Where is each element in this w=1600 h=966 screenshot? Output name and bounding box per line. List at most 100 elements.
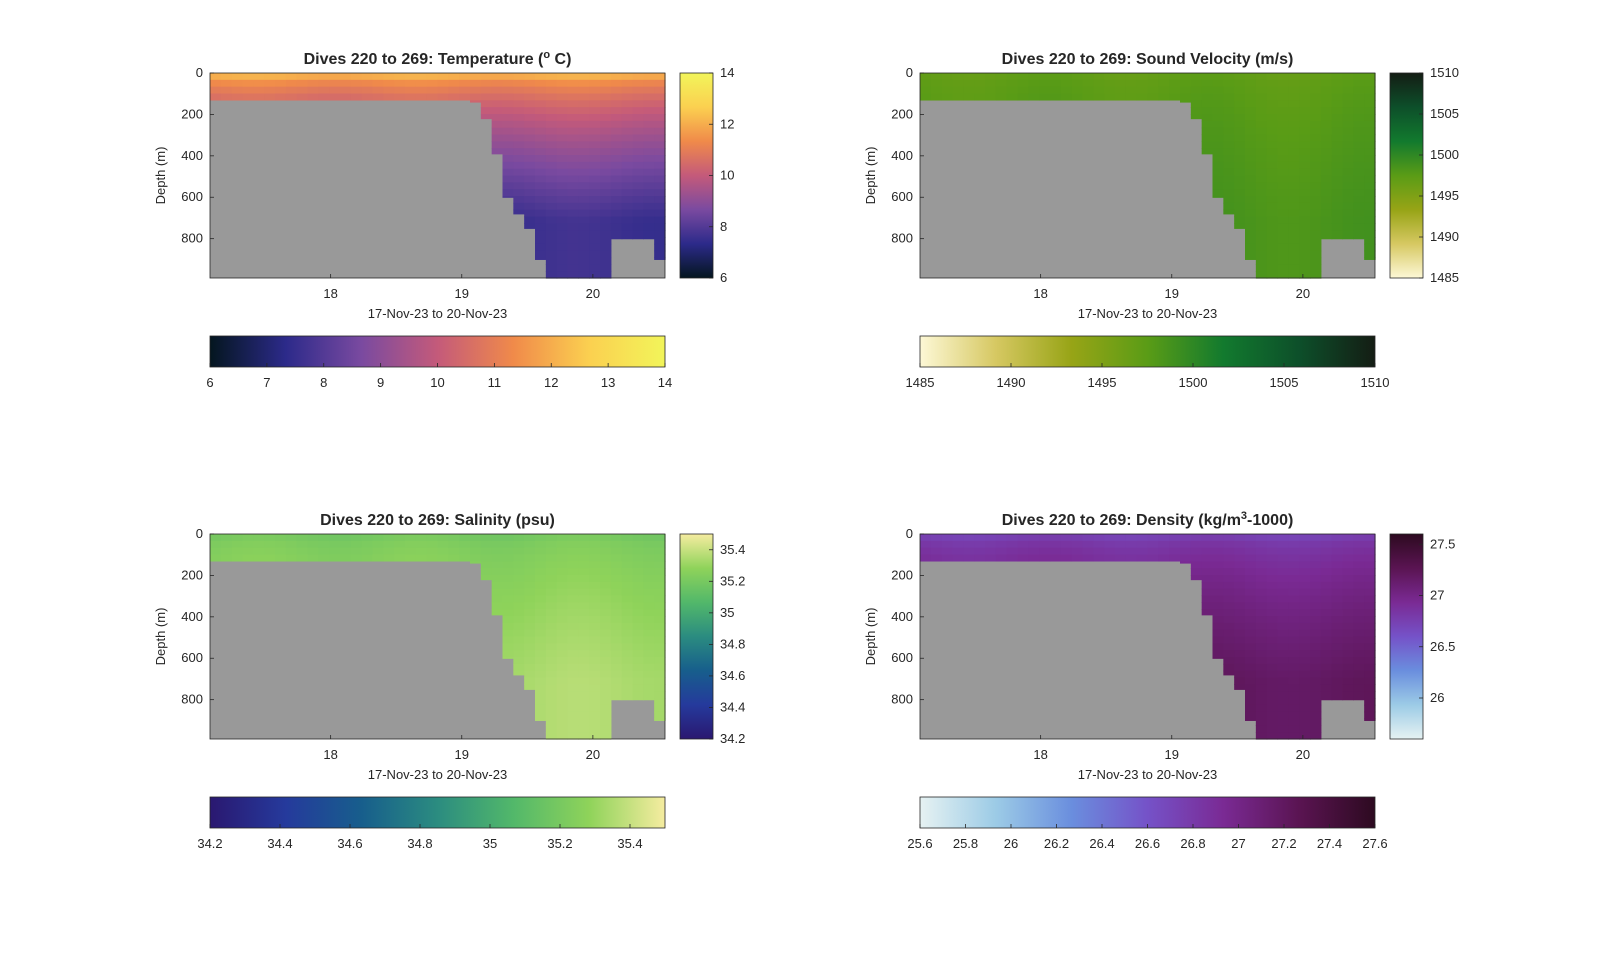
data-cell xyxy=(1245,216,1257,224)
data-cell xyxy=(589,575,601,583)
data-cell xyxy=(1071,554,1084,562)
data-cell xyxy=(275,86,287,95)
data-cell xyxy=(643,120,655,129)
data-cell xyxy=(1212,650,1224,658)
data-cell xyxy=(1331,554,1344,562)
data-cell xyxy=(1255,264,1268,272)
data-cell xyxy=(535,588,547,597)
data-cell xyxy=(1082,547,1094,556)
data-cell xyxy=(502,575,514,583)
colorbar-horizontal-tick-label: 26 xyxy=(1004,836,1018,851)
data-cell xyxy=(1223,175,1235,183)
data-cell xyxy=(556,643,569,651)
data-cell xyxy=(524,636,536,644)
data-cell xyxy=(1288,264,1300,272)
data-cell xyxy=(1320,114,1333,122)
data-cell xyxy=(1050,86,1062,95)
data-cell xyxy=(1190,575,1203,581)
data-cell xyxy=(1364,257,1376,260)
data-cell xyxy=(654,168,666,177)
data-cell xyxy=(1320,100,1333,108)
data-cell xyxy=(329,86,341,95)
data-cell xyxy=(264,93,276,101)
data-cell xyxy=(589,79,601,88)
data-cell xyxy=(1212,155,1224,163)
data-cell xyxy=(1017,554,1029,562)
data-cell xyxy=(589,120,601,129)
data-cell xyxy=(426,93,439,101)
data-cell xyxy=(545,127,558,136)
data-cell xyxy=(600,141,612,149)
data-cell xyxy=(1299,175,1311,183)
data-cell xyxy=(930,93,943,101)
y-tick-label: 200 xyxy=(181,567,203,582)
data-cell xyxy=(610,643,623,651)
data-cell xyxy=(578,148,590,156)
data-cell xyxy=(1006,534,1019,542)
data-cell xyxy=(296,79,309,88)
data-cell xyxy=(1136,93,1149,101)
data-cell xyxy=(1310,223,1322,231)
data-cell xyxy=(1266,684,1279,692)
data-cell xyxy=(610,684,623,692)
data-cell xyxy=(545,691,558,699)
x-axis-label: 17-Nov-23 to 20-Nov-23 xyxy=(1078,767,1217,782)
data-cell xyxy=(1277,230,1289,238)
data-cell xyxy=(1353,616,1365,624)
data-cell xyxy=(930,86,943,95)
data-cell xyxy=(556,629,569,638)
data-cell xyxy=(920,93,932,101)
data-cell xyxy=(1266,540,1279,549)
data-cell xyxy=(567,561,579,569)
data-cell xyxy=(578,250,590,259)
data-cell xyxy=(491,134,504,142)
data-cell xyxy=(1266,636,1279,644)
data-cell xyxy=(1255,547,1268,556)
data-cell xyxy=(535,547,547,556)
data-cell xyxy=(1245,609,1257,617)
data-cell xyxy=(545,230,558,238)
data-cell xyxy=(1310,141,1322,149)
data-cell xyxy=(1223,670,1235,676)
data-cell xyxy=(361,79,374,88)
data-cell xyxy=(1201,127,1214,136)
data-cell xyxy=(1353,609,1365,617)
data-cell xyxy=(1310,636,1322,644)
data-cell xyxy=(1277,540,1289,549)
data-cell xyxy=(1364,114,1376,122)
data-cell xyxy=(600,732,612,740)
data-cell xyxy=(491,127,504,136)
data-cell xyxy=(1342,168,1354,177)
data-cell xyxy=(1093,540,1105,549)
colorbar-horizontal-tick-label: 34.2 xyxy=(197,836,222,851)
data-cell xyxy=(1331,230,1344,238)
data-cell xyxy=(1353,554,1365,562)
data-cell xyxy=(632,79,644,88)
data-cell xyxy=(285,73,298,81)
data-cell xyxy=(643,127,655,136)
data-cell xyxy=(1277,691,1289,699)
data-cell xyxy=(513,616,525,624)
data-cell xyxy=(589,271,601,279)
data-cell xyxy=(1245,602,1257,610)
data-cell xyxy=(578,196,590,204)
data-cell xyxy=(545,257,558,265)
data-cell xyxy=(1342,120,1354,129)
data-cell xyxy=(1266,588,1279,597)
data-cell xyxy=(589,602,601,610)
data-cell xyxy=(513,141,525,149)
data-cell xyxy=(578,677,590,685)
data-cell xyxy=(600,196,612,204)
data-cell xyxy=(1028,86,1040,95)
data-cell xyxy=(502,636,514,644)
data-cell xyxy=(1353,581,1365,590)
data-cell xyxy=(621,616,634,624)
data-cell xyxy=(1364,134,1376,142)
data-cell xyxy=(1364,79,1376,88)
data-cell xyxy=(578,561,590,569)
data-cell xyxy=(567,100,579,108)
data-cell xyxy=(1320,568,1333,576)
data-cell xyxy=(1331,216,1344,224)
data-cell xyxy=(524,616,536,624)
data-cell xyxy=(1288,175,1300,183)
